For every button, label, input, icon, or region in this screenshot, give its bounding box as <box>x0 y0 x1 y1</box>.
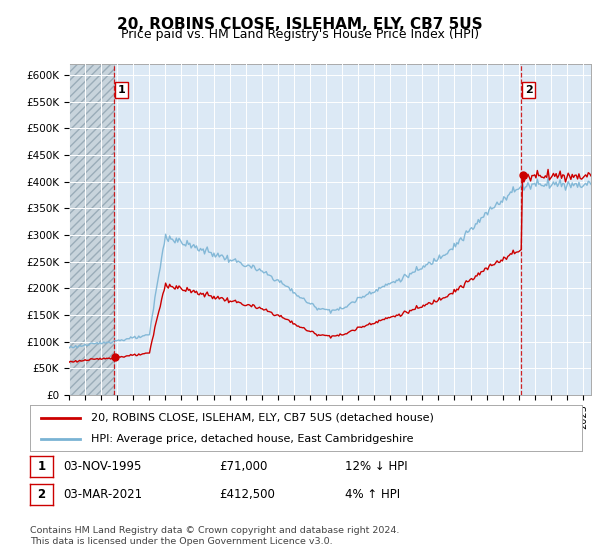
Text: 12% ↓ HPI: 12% ↓ HPI <box>345 460 407 473</box>
Text: Contains HM Land Registry data © Crown copyright and database right 2024.
This d: Contains HM Land Registry data © Crown c… <box>30 526 400 546</box>
Text: 03-NOV-1995: 03-NOV-1995 <box>63 460 142 473</box>
Bar <box>69 64 115 395</box>
Text: 20, ROBINS CLOSE, ISLEHAM, ELY, CB7 5US (detached house): 20, ROBINS CLOSE, ISLEHAM, ELY, CB7 5US … <box>91 413 434 423</box>
Bar <box>69 64 115 395</box>
Text: £412,500: £412,500 <box>219 488 275 501</box>
Text: 2: 2 <box>524 85 532 95</box>
Text: 20, ROBINS CLOSE, ISLEHAM, ELY, CB7 5US: 20, ROBINS CLOSE, ISLEHAM, ELY, CB7 5US <box>117 17 483 32</box>
Text: 4% ↑ HPI: 4% ↑ HPI <box>345 488 400 501</box>
Text: 2: 2 <box>37 488 46 501</box>
Text: 1: 1 <box>37 460 46 473</box>
Text: Price paid vs. HM Land Registry's House Price Index (HPI): Price paid vs. HM Land Registry's House … <box>121 28 479 41</box>
Text: HPI: Average price, detached house, East Cambridgeshire: HPI: Average price, detached house, East… <box>91 435 413 444</box>
Text: £71,000: £71,000 <box>219 460 268 473</box>
Text: 1: 1 <box>118 85 125 95</box>
Text: 03-MAR-2021: 03-MAR-2021 <box>63 488 142 501</box>
